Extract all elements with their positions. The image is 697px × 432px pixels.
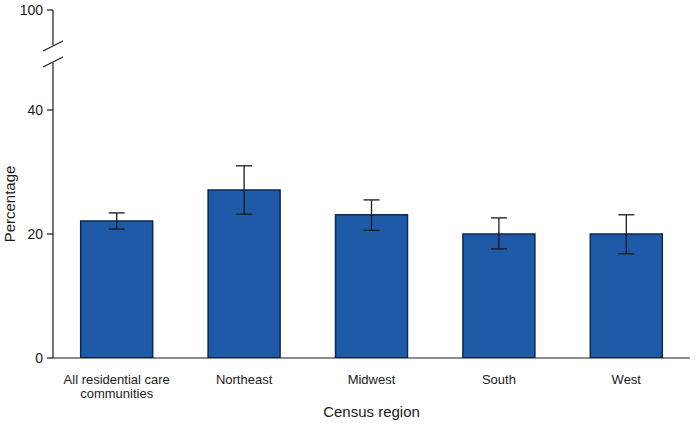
y-tick [47,233,53,234]
y-axis [52,10,53,45]
bar [81,221,153,358]
error-stem [116,213,117,229]
x-tick-label: Midwest [348,372,396,387]
error-bar [364,200,380,230]
error-cap [618,253,634,254]
axis-break [43,41,63,51]
bar [208,190,280,358]
label-line: communities [80,386,153,401]
error-stem [626,215,627,254]
bar [336,215,408,358]
y-tick-label: 0 [35,350,43,366]
y-axis [52,63,53,358]
x-axis-label: Census region [323,403,420,420]
plot-area [81,166,663,358]
y-tick-label: 20 [27,226,43,242]
x-axis [53,357,690,358]
error-cap [364,230,380,231]
error-cap [236,165,252,166]
error-bar [491,218,507,249]
error-bar [618,215,634,254]
error-cap [491,248,507,249]
y-axis-label: Percentage [1,166,18,243]
error-cap [618,214,634,215]
bar [463,234,535,358]
error-cap [109,228,125,229]
y-tick [47,109,53,110]
x-tick-label: West [612,372,642,387]
label-line: Midwest [348,372,396,387]
error-stem [371,200,372,230]
error-cap [491,217,507,218]
x-tick-label: Northeast [216,372,273,387]
error-bar [236,166,252,214]
error-cap [236,214,252,215]
error-cap [109,212,125,213]
label-line: All residential care [64,372,170,387]
y-tick [47,357,53,358]
error-stem [243,166,244,214]
x-tick-label: All residential carecommunities [64,372,170,401]
label-line: West [612,372,642,387]
x-tick-label: South [482,372,516,387]
chart-svg: 0 20 40 100 All residential carecommunities N… [0,0,697,432]
chart-container: 0 20 40 100 All residential carecommunities N… [0,0,697,432]
label-line: South [482,372,516,387]
label-line: Northeast [216,372,273,387]
error-stem [498,218,499,249]
error-bar [109,213,125,229]
axis-break [43,57,63,67]
y-tick [47,9,53,10]
y-tick-label: 100 [20,2,44,18]
error-cap [364,199,380,200]
y-tick-label: 40 [27,102,43,118]
